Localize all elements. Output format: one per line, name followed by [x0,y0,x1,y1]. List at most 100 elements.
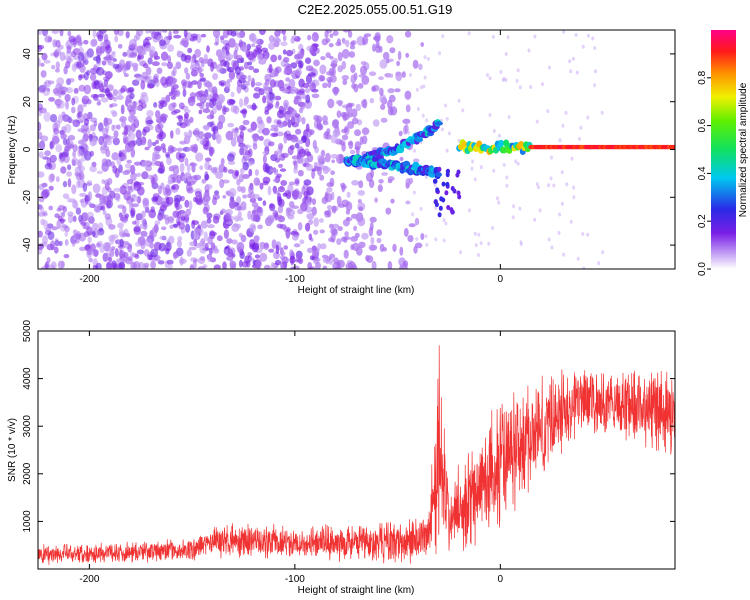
spectrogram-cell [597,261,601,266]
spectrogram-cell [43,59,51,64]
spectrogram-cell [295,128,302,135]
spectrogram-cell [352,242,359,251]
spectrogram-cell [268,35,275,43]
spectrogram-cell [248,65,255,71]
spectrogram-cell [313,259,319,264]
spectrogram-cell [232,129,240,134]
spectrogram-cell [505,175,509,180]
spectrogram-cell [151,31,159,39]
spectrogram-cell [285,207,291,217]
spectrogram-cell [91,137,98,146]
spectrogram-cell [55,39,61,48]
spectrogram-cell [100,41,108,48]
spectrogram-cell [207,224,215,229]
spectrogram-cell [104,45,112,54]
spectrogram-cell [177,236,183,242]
spectrogram-cell [236,196,242,204]
y-tick-label: -20 [22,190,33,205]
spectrogram-cell [103,79,109,88]
spectrogram-cell [258,59,267,65]
chart-title: C2E2.2025.055.00.51.G19 [298,2,453,17]
spectrogram-cell [133,225,141,236]
spectrogram-cell [394,88,401,93]
spectrogram-cell [40,70,47,78]
spectrogram-cell [136,30,144,37]
spectrogram-cell [195,152,204,162]
spectrogram-cell [57,114,63,124]
spectrogram-cell [60,130,66,140]
spectrogram-cell [266,116,272,124]
spectrogram-cell [183,214,190,222]
spectrogram-cell [51,65,56,70]
colorbar-label: Normalized spectral amplitude [738,82,749,217]
spectrogram-cell [79,192,87,197]
spectrogram-cell [210,167,218,174]
spectrogram-cell [242,119,250,126]
spectrogram-cell [38,171,45,178]
spectrogram-cell [179,258,187,264]
spectrogram-cell [326,182,334,188]
spectrogram-cell [558,212,562,217]
spectrogram-cell [225,53,234,60]
spectrogram-cell [132,261,141,269]
spectrogram-cell [113,30,120,36]
spectrogram-cell [269,79,276,88]
spectrogram-cell [477,232,481,237]
spectrogram-cell [332,30,339,36]
spectrogram-cell [38,183,45,191]
spectrogram-cell [290,134,296,140]
spectrogram-cell [166,259,174,265]
spectrogram-cell [326,128,331,135]
spectrogram-cell [308,129,315,136]
spectrogram-cell [79,114,85,124]
spectrogram-cell [402,118,411,125]
spectrogram-cell [188,246,197,251]
spectrogram-cell [161,226,167,231]
spectrogram-cell [86,249,93,259]
spectrogram-cell [414,242,423,249]
spectrogram-cell [266,99,273,105]
spectrogram-cell [278,30,284,34]
spectrogram-cell [270,262,276,269]
spectrogram-cell [296,139,304,145]
spectrogram-cell [374,32,381,41]
spectrogram-cell [47,231,55,241]
spectrogram-cell [361,127,370,135]
spectrogram-cell [557,230,561,235]
spectrogram-cell [344,231,349,237]
spectrogram-cell [199,96,207,103]
spectrogram-cell [99,193,105,201]
spectrogram-cell [218,114,226,125]
spectrogram-cell [283,135,288,144]
y-tick-label: 4000 [22,367,33,390]
spectrogram-cell [53,127,60,135]
spectrogram-cell [111,124,115,132]
spectrogram-cell [438,51,442,56]
spectrogram-cell [412,158,420,163]
spectrogram-cell [76,112,81,119]
spectrogram-cell [189,241,197,247]
spectrogram-cell [126,179,134,185]
spectrogram-cell [176,211,182,219]
spectrogram-cell [380,104,386,110]
spectrogram-cell [581,232,585,236]
spectrogram-cell [312,139,317,150]
spectrogram-cell [49,114,58,123]
spectrogram-cell [38,230,43,238]
spectrogram-cell [66,45,72,54]
spectrogram-cell [445,148,449,153]
spectrogram-cell [378,179,384,184]
spectrogram-cell [199,72,204,78]
spectrogram-cell [225,42,230,52]
spectrogram-cell [60,166,67,174]
spectrogram-cell [292,265,300,269]
spectrogram-cell [426,57,430,61]
spectrogram-cell [303,190,309,199]
spectrogram-cell [86,211,94,218]
spectrogram-cell [172,66,177,77]
spectrogram-cell [172,223,178,228]
spectrogram-cell [416,107,420,112]
spectrogram-cell [240,167,245,175]
spectrogram-cell [305,65,314,72]
spectrogram-cell [68,35,76,43]
